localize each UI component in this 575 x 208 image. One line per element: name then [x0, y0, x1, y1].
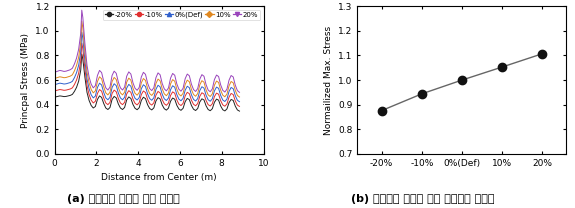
Text: (b) 탄성계수 변화에 따른 최대응력 변화율: (b) 탄성계수 변화에 따른 최대응력 변화율: [351, 194, 494, 204]
20%: [109, 74, 116, 77]
-20%: [236, 110, 243, 112]
0%(Def): [236, 100, 243, 103]
Line: -10%: -10%: [56, 43, 239, 106]
0%(Def): [211, 90, 218, 92]
0%(Def): [207, 100, 214, 103]
0%(Def): [182, 89, 189, 92]
10%: [230, 82, 237, 84]
20%: [77, 32, 84, 35]
-20%: [211, 101, 218, 104]
Y-axis label: Normailized Max. Stress: Normailized Max. Stress: [324, 26, 333, 135]
0%(Def): [77, 51, 84, 53]
-10%: [78, 42, 85, 44]
Legend: -20%, -10%, 0%(Def), 10%, 20%: -20%, -10%, 0%(Def), 10%, 20%: [103, 10, 260, 20]
10%: [78, 20, 85, 22]
Line: -20%: -20%: [56, 54, 239, 111]
Y-axis label: Princpal Stress (MPa): Princpal Stress (MPa): [21, 33, 30, 128]
Text: (a) 탄성계수 변화에 따른 주응력: (a) 탄성계수 변화에 따른 주응력: [67, 194, 180, 204]
Line: 0%(Def): 0%(Def): [56, 32, 239, 102]
X-axis label: Distance from Center (m): Distance from Center (m): [101, 173, 217, 182]
20%: [207, 90, 214, 93]
-20%: [78, 53, 85, 55]
20%: [236, 91, 243, 94]
10%: [182, 83, 189, 86]
0%(Def): [230, 87, 237, 90]
-20%: [182, 100, 189, 103]
20%: [230, 76, 237, 78]
10%: [236, 96, 243, 98]
-20%: [77, 69, 84, 71]
-10%: [207, 105, 214, 107]
-10%: [236, 105, 243, 108]
0%(Def): [52, 83, 59, 86]
0%(Def): [78, 31, 85, 33]
20%: [52, 71, 59, 73]
10%: [211, 84, 218, 87]
10%: [77, 41, 84, 44]
20%: [78, 9, 85, 11]
-10%: [52, 89, 59, 92]
Line: 10%: 10%: [56, 21, 239, 97]
-20%: [230, 99, 237, 102]
-20%: [109, 98, 116, 101]
-20%: [207, 109, 214, 112]
Line: 20%: 20%: [56, 10, 239, 92]
-10%: [109, 92, 116, 95]
20%: [182, 77, 189, 80]
-10%: [77, 60, 84, 62]
0%(Def): [109, 86, 116, 89]
-20%: [52, 96, 59, 98]
-10%: [211, 95, 218, 98]
10%: [207, 95, 214, 98]
20%: [211, 78, 218, 81]
-10%: [182, 95, 189, 97]
10%: [52, 77, 59, 79]
10%: [109, 80, 116, 83]
-10%: [230, 93, 237, 96]
